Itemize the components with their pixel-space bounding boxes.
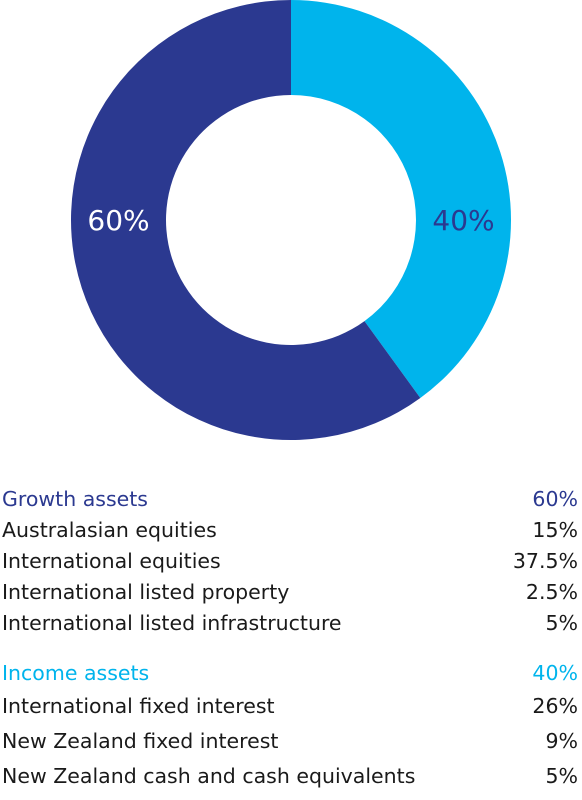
list-item: International equities 37.5% <box>2 546 578 577</box>
item-label: New Zealand fixed interest <box>2 729 279 753</box>
list-item: Australasian equities 15% <box>2 515 578 546</box>
slice-label-40: 40% <box>432 204 494 237</box>
item-label: International fixed interest <box>2 694 275 718</box>
group-total: 40% <box>532 661 578 685</box>
group-header-growth: Growth assets 60% <box>2 484 578 515</box>
item-value: 9% <box>545 729 578 753</box>
allocation-table: Growth assets 60% Australasian equities … <box>2 484 578 794</box>
item-label: International listed infrastructure <box>2 611 342 635</box>
item-label: International equities <box>2 549 221 573</box>
list-item: International listed property 2.5% <box>2 577 578 608</box>
donut-chart: 40% 60% <box>70 0 511 440</box>
list-item: New Zealand fixed interest 9% <box>2 724 578 759</box>
group-spacer <box>2 639 578 658</box>
group-header-income: Income assets 40% <box>2 658 578 689</box>
item-value: 2.5% <box>525 580 578 604</box>
list-item: International fixed interest 26% <box>2 689 578 724</box>
item-label: Australasian equities <box>2 518 217 542</box>
item-label: New Zealand cash and cash equivalents <box>2 764 416 788</box>
item-value: 5% <box>545 764 578 788</box>
item-value: 37.5% <box>512 549 578 573</box>
group-total: 60% <box>532 487 578 511</box>
item-value: 26% <box>532 694 578 718</box>
item-value: 15% <box>532 518 578 542</box>
list-item: International listed infrastructure 5% <box>2 608 578 639</box>
item-value: 5% <box>545 611 578 635</box>
group-title: Growth assets <box>2 487 148 511</box>
item-label: International listed property <box>2 580 290 604</box>
list-item: New Zealand cash and cash equivalents 5% <box>2 759 578 794</box>
donut-slice-60 <box>70 0 421 440</box>
donut-slice-40 <box>291 0 511 398</box>
group-title: Income assets <box>2 661 150 685</box>
slice-label-60: 60% <box>87 204 149 237</box>
